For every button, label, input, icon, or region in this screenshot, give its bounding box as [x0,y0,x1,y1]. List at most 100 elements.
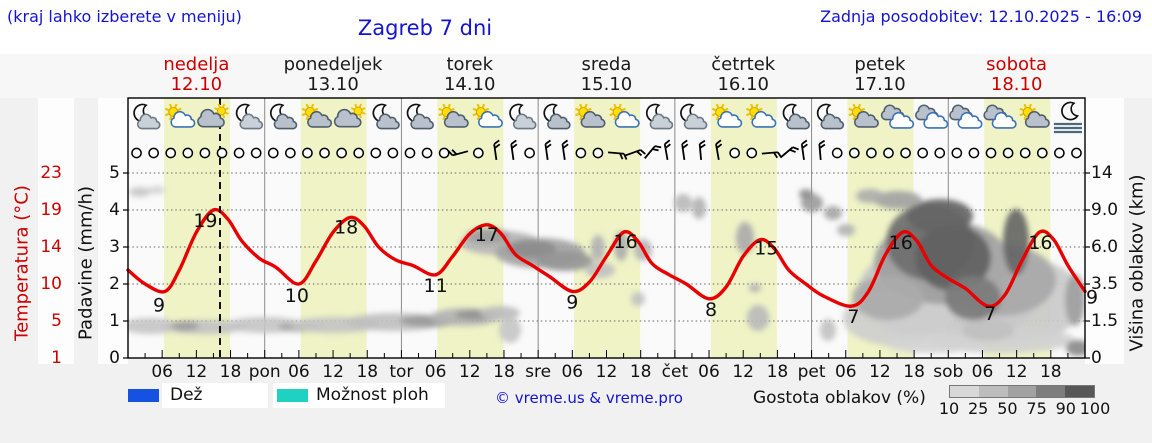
sun-cloud-icon [848,103,879,128]
wind-calm-icon [353,147,365,159]
cloud-blob [591,235,605,261]
day-date: 14.10 [443,74,496,95]
x-tick: 06 [151,362,173,382]
cloud-height-tick: 14 [1091,163,1113,183]
wind-calm-icon [165,147,177,159]
day-header-sobota: sobota 18.10 [948,55,1085,95]
sun-cloud-icon [438,103,469,128]
moon-cloud-icon [269,103,298,130]
clouds-icon [983,104,1017,129]
wind-barb-icon [544,139,552,161]
wind-calm-icon [131,147,142,159]
density-segment [1065,386,1094,397]
x-tick: pon [248,362,281,382]
cloud-blob [837,224,855,236]
x-tick: 12 [185,362,208,382]
wind-calm-icon [575,147,587,159]
cloud-blob [736,222,754,254]
temp-point-label: 9 [1086,286,1098,308]
wind-calm-icon [250,147,262,159]
cloud-blob [692,197,706,219]
cloud-blob [1065,274,1085,326]
density-tick: 10 [938,399,960,418]
moon-cloud-icon [133,103,161,130]
moon-cloud-icon [680,103,708,130]
x-tick: 12 [1005,362,1028,382]
temp-tick: 5 [51,311,62,331]
wind-calm-icon [438,147,450,159]
day-name: torek [446,54,494,75]
density-segment [1036,386,1066,397]
temp-ticks-strip [38,98,74,364]
top-strip [0,0,1152,54]
wind-barb-icon [625,149,646,157]
wind-calm-icon [729,147,741,159]
density-segment [978,386,1008,397]
precip-tick: 5 [109,163,120,183]
day-header-ponedeljek: ponedeljek 13.10 [265,55,402,95]
wind-calm-icon [1036,147,1048,159]
cloud-height-tick: 6.0 [1091,237,1119,257]
cloud-blob [128,318,178,334]
density-tick: 50 [997,399,1018,418]
wind-barb-icon [715,139,723,161]
cloud-blob [749,284,761,292]
cloud-blob [1003,209,1029,275]
wind-calm-icon [1019,147,1031,159]
cloud-blob [674,194,692,212]
cloud-height-tick: 9.0 [1091,200,1119,220]
x-tick: 06 [698,362,720,382]
cloud-blob [874,191,922,209]
day-name: nedelja [163,54,230,75]
wind-calm-icon [336,147,347,159]
daylight-band [574,98,641,358]
wind-calm-icon [148,147,159,159]
wind-barb-icon [644,145,662,159]
cloud-blob [824,206,842,220]
x-tick: 12 [595,362,618,382]
wind-calm-icon [968,147,980,159]
cloud-blob [886,335,978,353]
day-header-petek: petek 17.10 [812,55,949,95]
wind-barb-icon [779,146,799,159]
x-tick: 18 [1039,362,1062,382]
cloud-blob [149,186,165,194]
wind-calm-icon [233,147,245,159]
moon-cloud-icon [816,103,845,130]
clouds-icon [880,104,915,129]
cloud-blob [480,306,520,320]
wind-calm-icon [985,147,997,159]
temp-point-label: 16 [613,231,637,253]
temp-tick: 1 [51,348,62,368]
wind-barb-icon [818,139,826,161]
wind-calm-icon [387,147,399,159]
sun-cloud-icon [301,103,333,128]
weather-icons-row [133,101,1082,134]
moon-cloud-icon [235,103,264,130]
copyright-link[interactable]: © vreme.us & vreme.pro [495,389,683,407]
sun-cloud-icon [745,103,777,128]
wind-calm-icon [1054,147,1065,159]
page-title: Zagreb 7 dni [357,16,493,40]
x-tick: 06 [971,362,994,382]
temp-point-label: 8 [705,299,717,321]
clouds-icon [949,104,983,129]
temp-tick: 10 [40,274,62,294]
wind-calm-icon [267,147,279,159]
wind-barb-icon [493,139,501,161]
wind-calm-icon [917,147,929,159]
cloud-height-tick: 1.5 [1091,311,1119,331]
wind-calm-icon [404,147,416,159]
wind-calm-icon [284,147,296,159]
temperature-curve [126,207,1087,308]
day-name: sobota [986,54,1048,75]
day-date: 13.10 [307,74,359,95]
x-tick: tor [389,362,414,382]
x-tick: 18 [629,362,652,382]
moon-cloud-icon [372,103,400,130]
wind-barb-icon [663,139,671,161]
temp-point-label: 15 [754,238,778,260]
wind-barb-icon [447,149,469,157]
